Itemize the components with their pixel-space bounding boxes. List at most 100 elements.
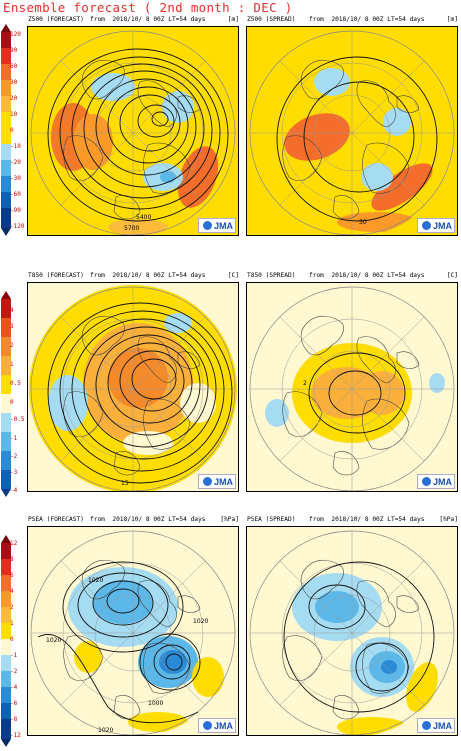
colorbar-label: 2 [10,342,14,349]
colorbar-label: 120 [10,31,21,38]
colorbar-label: -1 [10,652,18,659]
colorbar-label: 12 [10,540,18,547]
colorbar-label: 1 [10,361,14,368]
panel-label: T850 (SPREAD) [247,272,296,279]
panel-header: Z500 (SPREAD) from 2018/10/ 8 00Z LT=54 … [246,14,458,26]
panel-unit: [C] [446,272,458,279]
colorbar-label: 0 [10,399,14,406]
colorbar-label: 6 [10,572,14,579]
globe-icon [421,221,431,230]
colorbar-label: 1 [10,620,14,627]
globe-icon [202,721,212,730]
colorbar-label: 0 [10,636,14,643]
panel-info: from 2018/10/ 8 00Z LT=54 days [90,16,206,23]
colorbar-label: -90 [10,207,21,214]
contour-label: 1020 [193,618,208,625]
panel-header: Z500 (FORECAST) from 2018/10/ 8 00Z LT=5… [27,14,239,26]
panel-info: from 2018/10/ 8 00Z LT=54 days [309,272,425,279]
z500-forecast-panel: Z500 (FORECAST) from 2018/10/ 8 00Z LT=5… [27,14,239,236]
map: 2 JMA [246,282,458,492]
panel-header: T850 (SPREAD) from 2018/10/ 8 00Z LT=54 … [246,270,458,282]
panel-label: Z500 (SPREAD) [247,16,296,23]
jma-logo: JMA [198,474,236,489]
contour-label: 5400 [136,214,151,221]
globe-icon [202,477,212,486]
colorbar-label: -12 [10,732,21,739]
colorbar-label: 3 [10,323,14,330]
panel-label: Z500 (FORECAST) [28,16,84,23]
colorbar-label: -6 [10,700,18,707]
logo-text: JMA [432,720,452,731]
colorbar-label: 30 [10,79,18,86]
colorbar-label: -60 [10,191,21,198]
colorbar-label: 20 [10,95,18,102]
panel-info: from 2018/10/ 8 00Z LT=54 days [90,516,206,523]
contour-label: 5700 [124,225,139,232]
colorbar-label: 90 [10,47,18,54]
jma-logo: JMA [417,218,455,233]
panel-label: T850 (FORECAST) [28,272,84,279]
contour-label: 2 [303,380,307,387]
colorbar-label: -120 [10,223,25,230]
logo-text: JMA [213,476,233,487]
panel-header: T850 (FORECAST) from 2018/10/ 8 00Z LT=5… [27,270,239,282]
map: 30 JMA [246,26,458,236]
globe-icon [421,477,431,486]
jma-logo: JMA [198,218,236,233]
colorbar-label: 4 [10,307,14,314]
contour-label: 1020 [98,727,113,734]
colorbar-label: -10 [10,143,21,150]
panel-unit: [C] [227,272,239,279]
colorbar-label: -3 [10,469,18,476]
logo-text: JMA [432,476,452,487]
colorbar-label: 10 [10,111,18,118]
map: 5400 5700 JMA [27,26,239,236]
colorbar-label: -4 [10,684,18,691]
colorbar-label: 2 [10,604,14,611]
logo-text: JMA [432,220,452,231]
panel-unit: [m] [227,16,239,23]
contour-label: 15 [121,480,129,487]
colorbar-label: -2 [10,453,18,460]
colorbar-label: 0 [10,127,14,134]
globe-icon [421,721,431,730]
contour-label: 1000 [148,700,163,707]
globe-icon [202,221,212,230]
colorbar-label: -0.5 [10,416,25,423]
colorbar-label: 0.5 [10,380,21,387]
map: JMA [246,526,458,736]
map: 1020 1020 1020 1000 1020 JMA [27,526,239,736]
map: 15 JMA [27,282,239,492]
panel-unit: [hPa] [220,516,239,523]
psea-colorbar [1,535,11,747]
colorbar-label: 60 [10,63,18,70]
colorbar-label: -1 [10,435,18,442]
contour-label: 1020 [88,577,103,584]
logo-text: JMA [213,220,233,231]
jma-logo: JMA [417,474,455,489]
panel-header: PSEA (SPREAD) from 2018/10/ 8 00Z LT=54 … [246,514,458,526]
colorbar-label: -8 [10,716,18,723]
panel-header: PSEA (FORECAST) from 2018/10/ 8 00Z LT=5… [27,514,239,526]
panel-unit: [hPa] [439,516,458,523]
panel-info: from 2018/10/ 8 00Z LT=54 days [90,272,206,279]
panel-unit: [m] [446,16,458,23]
psea-spread-panel: PSEA (SPREAD) from 2018/10/ 8 00Z LT=54 … [246,514,458,736]
colorbar-label: -30 [10,175,21,182]
z500-colorbar [1,24,11,236]
contour-label: 1020 [46,637,61,644]
colorbar-label: 8 [10,556,14,563]
colorbar-label: -4 [10,487,18,494]
t850-colorbar [1,291,11,497]
psea-forecast-panel: PSEA (FORECAST) from 2018/10/ 8 00Z LT=5… [27,514,239,736]
jma-logo: JMA [198,718,236,733]
jma-logo: JMA [417,718,455,733]
panel-info: from 2018/10/ 8 00Z LT=54 days [309,16,425,23]
page-title: Ensemble forecast ( 2nd month : DEC ) [3,0,293,15]
contour-label: 30 [359,219,367,226]
t850-forecast-panel: T850 (FORECAST) from 2018/10/ 8 00Z LT=5… [27,270,239,492]
colorbar-label: -20 [10,159,21,166]
colorbar-label: -2 [10,668,18,675]
t850-spread-panel: T850 (SPREAD) from 2018/10/ 8 00Z LT=54 … [246,270,458,492]
logo-text: JMA [213,720,233,731]
